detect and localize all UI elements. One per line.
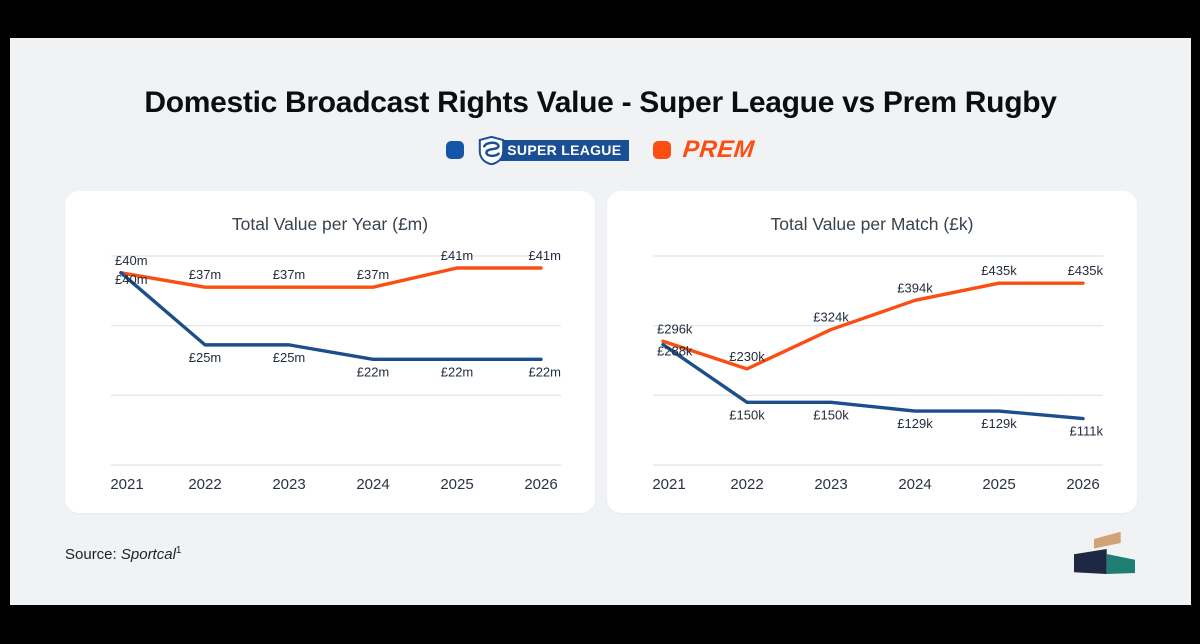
data-label: £150k [729,407,765,422]
super-league-swatch [446,141,465,159]
data-label: £25m [189,350,222,365]
x-axis-label: 2022 [730,476,763,493]
legend: SUPER LEAGUE PREM [10,135,1191,165]
source-superscript: 1 [175,545,182,556]
logo-navy-shape [1074,549,1107,574]
data-label: £435k [1068,263,1104,278]
prem-swatch [653,141,672,159]
x-axis-label: 2026 [1066,476,1099,493]
line-chart-total-value-per-year: £40m £25m £25m £22m £22m £22m £40m £37m £37m £37m… [110,248,561,493]
prem-wordmark: PREM [681,136,757,163]
data-label: £22m [528,364,561,379]
line-prem [661,281,1085,371]
chart-title-per-year: Total Value per Year (£m) [231,214,429,234]
data-label: £324k [813,310,849,325]
source-name: Sportcal [120,546,176,563]
source-prefix: Source: [65,546,117,563]
data-label: £25m [273,350,306,365]
data-label: £40m [115,272,148,287]
super-league-wordmark: SUPER LEAGUE [492,139,630,161]
line-super-league [119,271,543,361]
page-title: Domestic Broadcast Rights Value - Super … [144,86,1057,119]
x-axis-label: 2024 [356,476,389,493]
data-label: £129k [981,416,1017,431]
data-label: £41m [441,248,474,263]
source-label: Source: Sportcal1 [65,545,182,563]
x-axis-label: 2023 [814,476,847,493]
chart-card-total-value-per-match: Total Value per Match (£k) £288k £150k £15… [607,191,1137,513]
x-axis-label: 2025 [440,476,473,493]
data-label: £41m [528,248,561,263]
data-label: £435k [981,263,1017,278]
chart-title-per-match: Total Value per Match (£k) [770,214,974,234]
data-label: £37m [357,267,390,282]
data-label: £37m [189,267,222,282]
data-label: £288k [657,344,693,359]
data-label: £22m [357,364,390,379]
line-chart-total-value-per-match: £288k £150k £150k £129k £129k £111k £296k £230k… [652,255,1104,493]
data-label: £150k [813,407,849,422]
charts-row: Total Value per Year (£m) £40m £25m £25m £2… [10,191,1191,513]
super-league-logo: SUPER LEAGUE [478,135,630,165]
data-label: £394k [897,280,933,295]
infographic-canvas: Domestic Broadcast Rights Value - Super … [10,38,1191,605]
line-prem [119,266,543,289]
data-label: £230k [729,349,765,364]
x-axis-label: 2024 [898,476,931,493]
x-axis-label: 2021 [110,476,143,493]
x-axis-label: 2022 [188,476,221,493]
footer: Source: Sportcal1 [10,545,1191,563]
data-label: £296k [657,321,693,336]
logo-tan-shape [1094,531,1121,549]
super-league-shield-icon [479,135,505,165]
data-label: £111k [1070,424,1104,439]
data-label: £40m [115,253,148,268]
stadium-brand-logo [1074,531,1135,574]
logo-teal-shape [1106,554,1135,574]
x-axis-label: 2021 [652,476,685,493]
x-axis-label: 2025 [982,476,1015,493]
x-axis-label: 2023 [272,476,305,493]
data-label: £22m [441,364,474,379]
line-super-league [661,342,1085,421]
x-axis-label: 2026 [524,476,557,493]
chart-card-total-value-per-year: Total Value per Year (£m) £40m £25m £25m £2… [65,191,595,513]
data-label: £129k [897,416,933,431]
data-label: £37m [273,267,306,282]
